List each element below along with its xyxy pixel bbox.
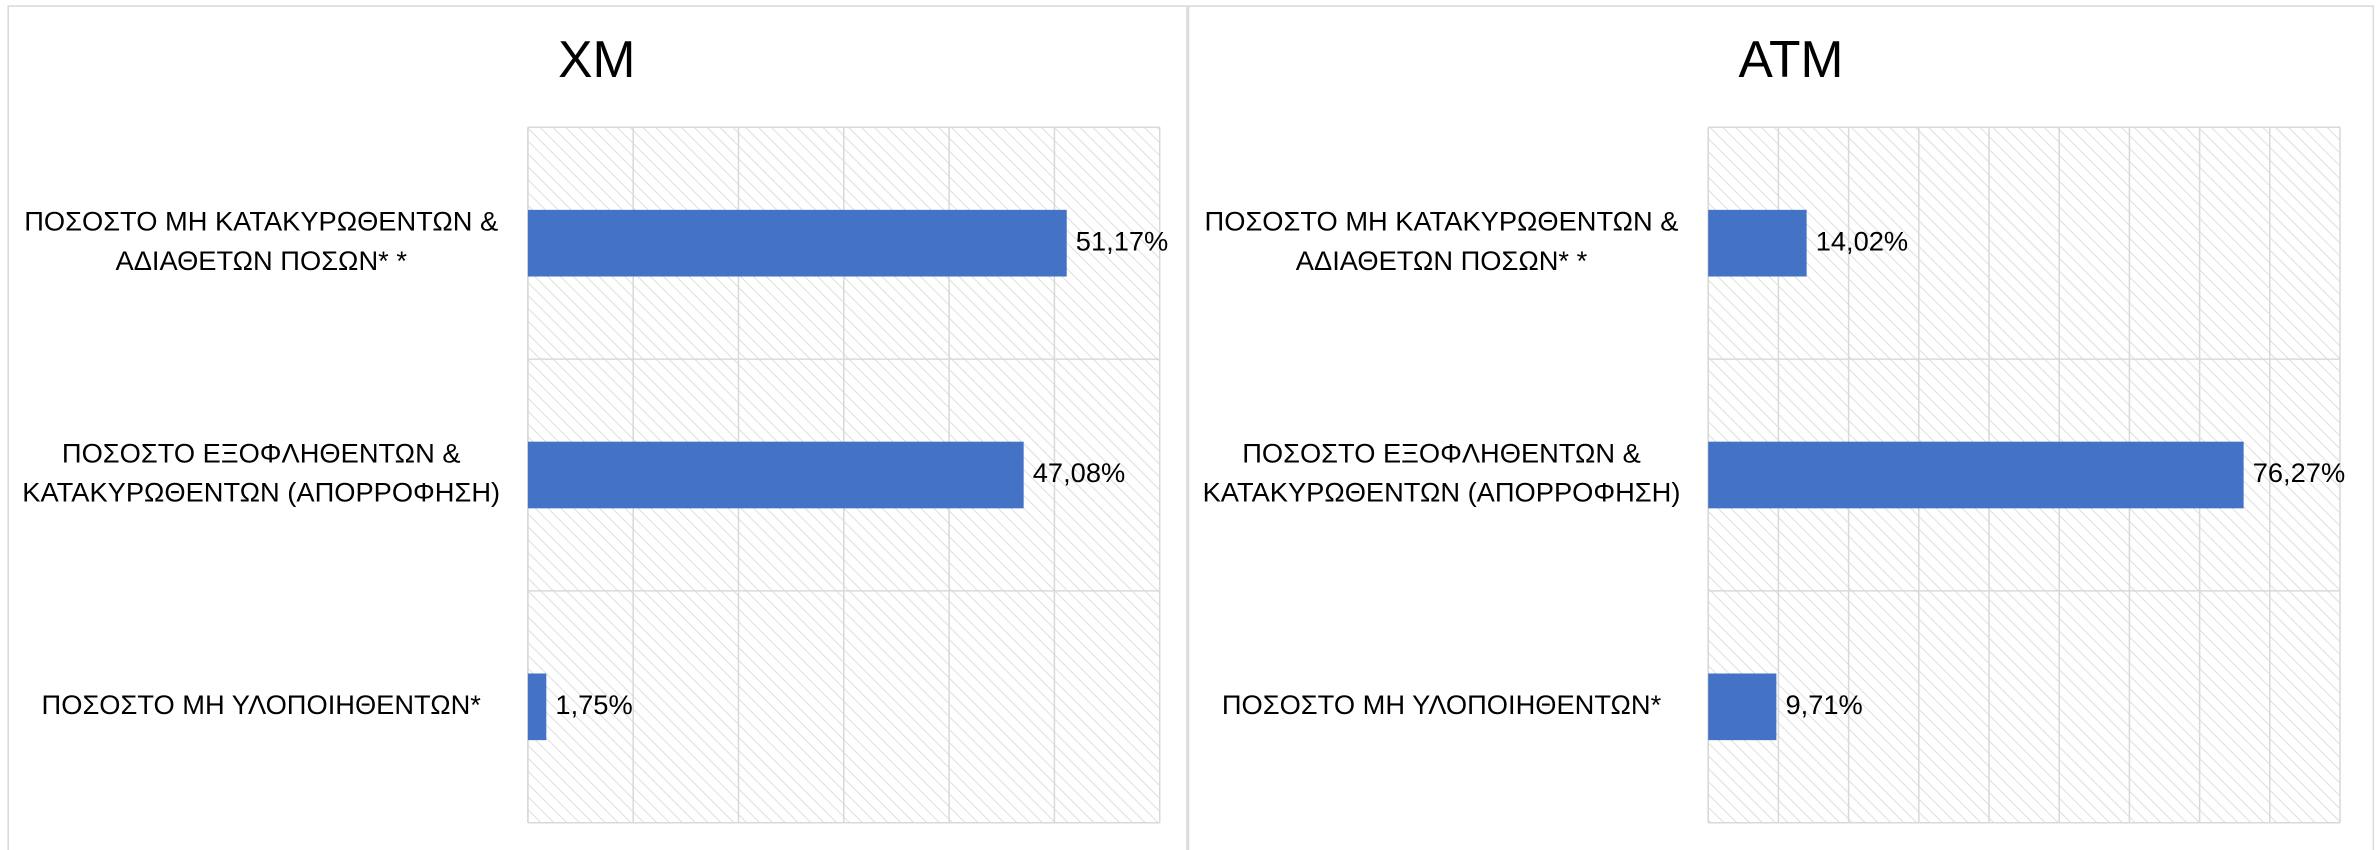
- bar: [1708, 441, 2244, 509]
- data-label: 1,75%: [555, 689, 632, 720]
- bar: [1708, 209, 1807, 277]
- data-label: 76,27%: [2253, 457, 2345, 488]
- category-label-line: ΠΟΣΟΣΤΟ ΕΞΟΦΛΗΘΕΝΤΩΝ &: [62, 438, 461, 469]
- category-label: ΠΟΣΟΣΤΟ ΜΗ ΥΛΟΠΟΙΗΘΕΝΤΩΝ*: [1222, 689, 1662, 720]
- category-label-line: ΠΟΣΟΣΤΟ ΕΞΟΦΛΗΘΕΝΤΩΝ &: [1242, 438, 1641, 469]
- data-label: 51,17%: [1076, 225, 1168, 256]
- chart-title: ΑΤΜ: [1739, 30, 1844, 88]
- category-label-line: ΑΔΙΑΘΕΤΩΝ ΠΟΣΩΝ* *: [1296, 245, 1588, 276]
- category-label: ΠΟΣΟΣΤΟ ΜΗ ΚΑΤΑΚΥΡΩΘΕΝΤΩΝ & ΑΔΙΑΘΕΤΩΝ ΠΟΣ…: [1205, 206, 1679, 276]
- category-label: ΠΟΣΟΣΤΟ ΕΞΟΦΛΗΘΕΝΤΩΝ & ΚΑΤΑΚΥΡΩΘΕΝΤΩΝ (ΑΠ…: [22, 438, 500, 508]
- panel-border: [1187, 5, 2375, 850]
- bar: [1708, 673, 1777, 741]
- bar: [527, 209, 1067, 277]
- category-label: ΠΟΣΟΣΤΟ ΕΞΟΦΛΗΘΕΝΤΩΝ & ΚΑΤΑΚΥΡΩΘΕΝΤΩΝ (ΑΠ…: [1203, 438, 1681, 508]
- category-label-line: ΚΑΤΑΚΥΡΩΘΕΝΤΩΝ (ΑΠΟΡΡΟΦΗΣΗ): [22, 477, 500, 508]
- panel-border: [7, 5, 1188, 850]
- category-label-line: ΠΟΣΟΣΤΟ ΜΗ ΚΑΤΑΚΥΡΩΘΕΝΤΩΝ &: [1205, 206, 1679, 237]
- bar: [527, 441, 1024, 509]
- data-label: 14,02%: [1816, 225, 1908, 256]
- category-label: ΠΟΣΟΣΤΟ ΜΗ ΥΛΟΠΟΙΗΘΕΝΤΩΝ*: [42, 689, 482, 720]
- data-label: 9,71%: [1785, 689, 1862, 720]
- category-label-line: ΠΟΣΟΣΤΟ ΜΗ ΚΑΤΑΚΥΡΩΘΕΝΤΩΝ &: [24, 206, 498, 237]
- category-label-line: ΚΑΤΑΚΥΡΩΘΕΝΤΩΝ (ΑΠΟΡΡΟΦΗΣΗ): [1203, 477, 1681, 508]
- category-label: ΠΟΣΟΣΤΟ ΜΗ ΚΑΤΑΚΥΡΩΘΕΝΤΩΝ & ΑΔΙΑΘΕΤΩΝ ΠΟΣ…: [24, 206, 498, 276]
- chart-title: ΧΜ: [558, 30, 635, 88]
- category-label-line: ΑΔΙΑΘΕΤΩΝ ΠΟΣΩΝ* *: [116, 245, 408, 276]
- bar: [527, 673, 547, 741]
- data-label: 47,08%: [1033, 457, 1125, 488]
